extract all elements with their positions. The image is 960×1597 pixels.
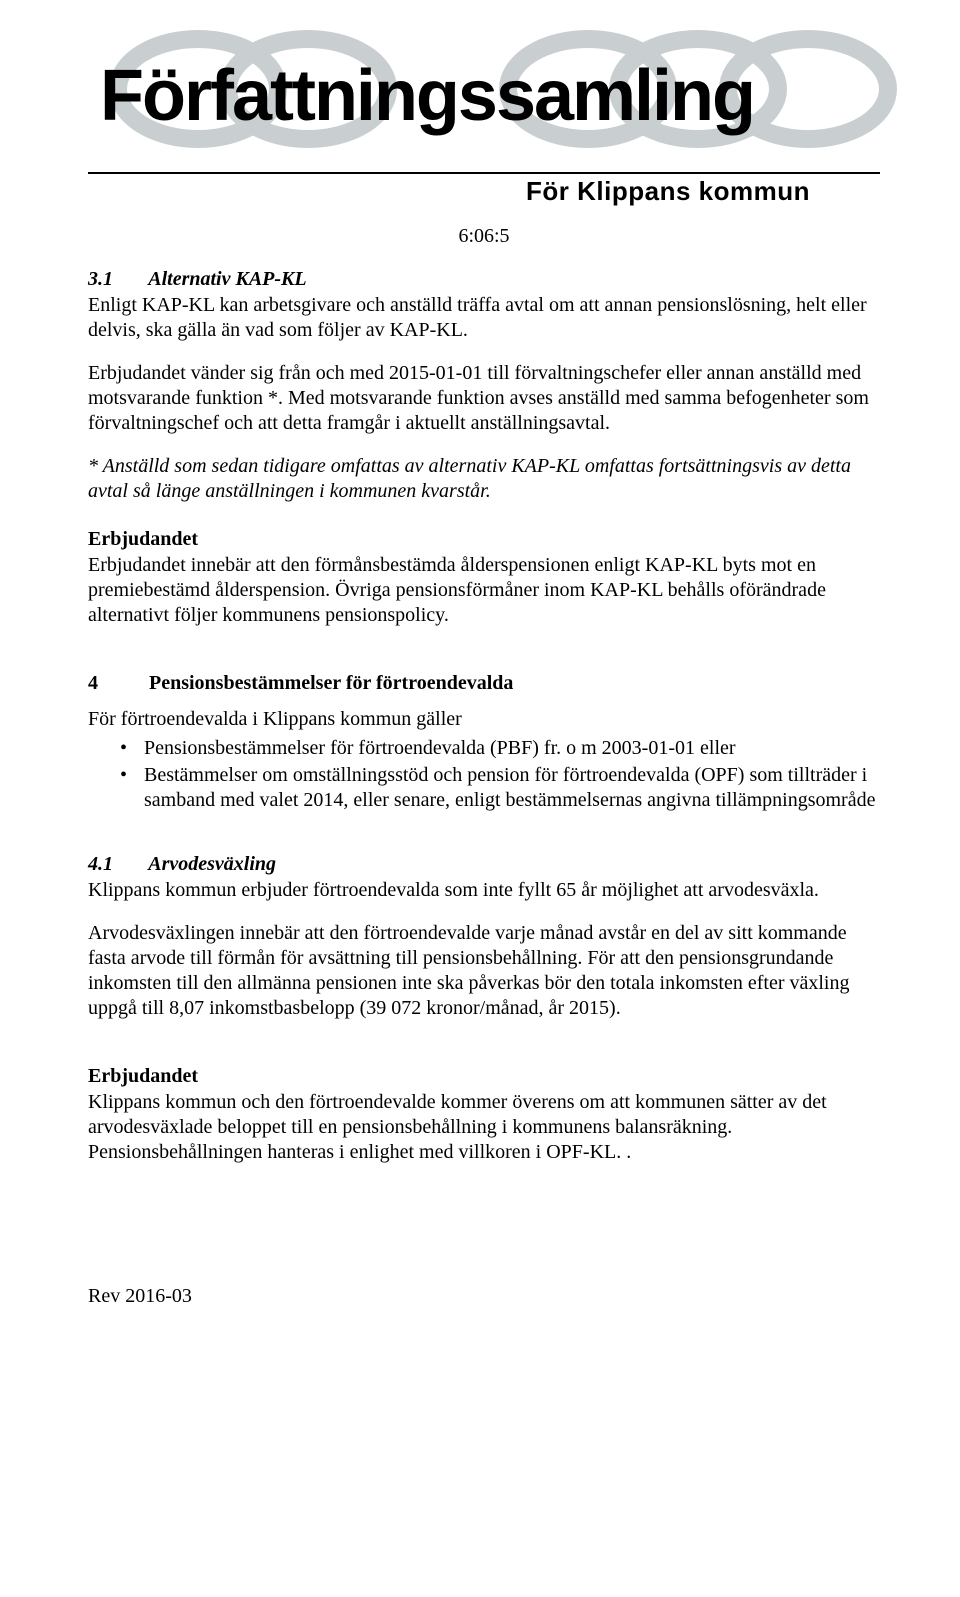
page-number: 6:06:5 (88, 225, 880, 248)
body-text: Arvodesväxlingen innebär att den förtroe… (88, 921, 880, 1021)
section-4-1-title: Arvodesväxling (148, 853, 276, 875)
document-page: Författningssamling För Klippans kommun … (0, 0, 960, 1348)
header-rule (88, 172, 880, 174)
erbjudandet-1-body: Erbjudandet innebär att den förmånsbestä… (88, 553, 880, 628)
section-3-1-title: Alternativ KAP-KL (148, 268, 306, 290)
section-4-title: Pensionsbestämmelser för förtroendevalda (149, 672, 513, 694)
section-4-1-p1: Klippans kommun erbjuder förtroendevalda… (88, 878, 880, 903)
list-item: Bestämmelser om omställningsstöd och pen… (120, 763, 880, 813)
body-text-italic: * Anställd som sedan tidigare omfattas a… (88, 454, 880, 504)
section-erbjudandet-2: Erbjudandet Klippans kommun och den fört… (88, 1065, 880, 1165)
section-4: 4 Pensionsbestämmelser för förtroendeval… (88, 672, 880, 813)
section-3-1-note: * Anställd som sedan tidigare omfattas a… (88, 454, 880, 504)
section-3-1-num: 3.1 (88, 268, 144, 291)
section-4-heading: 4 Pensionsbestämmelser för förtroendeval… (88, 672, 880, 695)
logo-svg: Författningssamling (88, 24, 908, 164)
section-4-1-p2: Arvodesväxlingen innebär att den förtroe… (88, 921, 880, 1021)
section-3-1-p1: Enligt KAP-KL kan arbetsgivare och anstä… (88, 293, 880, 343)
section-3-1-p2: Erbjudandet vänder sig från och med 2015… (88, 361, 880, 436)
section-4-1: 4.1 Arvodesväxling Klippans kommun erbju… (88, 853, 880, 1021)
list-item: Pensionsbestämmelser för förtroendevalda… (120, 736, 880, 761)
section-4-num: 4 (88, 672, 144, 695)
body-text: Enligt KAP-KL kan arbetsgivare och anstä… (88, 293, 880, 343)
body-text: Klippans kommun erbjuder förtroendevalda… (88, 878, 880, 903)
section-3-1-heading: 3.1 Alternativ KAP-KL (88, 268, 880, 291)
erbjudandet-2-body: Klippans kommun och den förtroendevalde … (88, 1090, 880, 1165)
header-logo: Författningssamling (88, 24, 880, 164)
header-subtitle: För Klippans kommun (88, 176, 880, 207)
section-4-1-heading: 4.1 Arvodesväxling (88, 853, 880, 876)
erbjudandet-2-heading: Erbjudandet (88, 1065, 880, 1088)
body-text: Erbjudandet vänder sig från och med 2015… (88, 361, 880, 436)
erbjudandet-1-heading: Erbjudandet (88, 528, 880, 551)
section-erbjudandet-1: Erbjudandet Erbjudandet innebär att den … (88, 528, 880, 628)
logo-title-text: Författningssamling (100, 56, 754, 136)
section-3-1: 3.1 Alternativ KAP-KL Enligt KAP-KL kan … (88, 268, 880, 504)
section-4-1-num: 4.1 (88, 853, 144, 876)
section-4-list: Pensionsbestämmelser för förtroendevalda… (88, 736, 880, 813)
section-4-intro: För förtroendevalda i Klippans kommun gä… (88, 707, 880, 732)
footer-rev: Rev 2016-03 (88, 1285, 880, 1308)
